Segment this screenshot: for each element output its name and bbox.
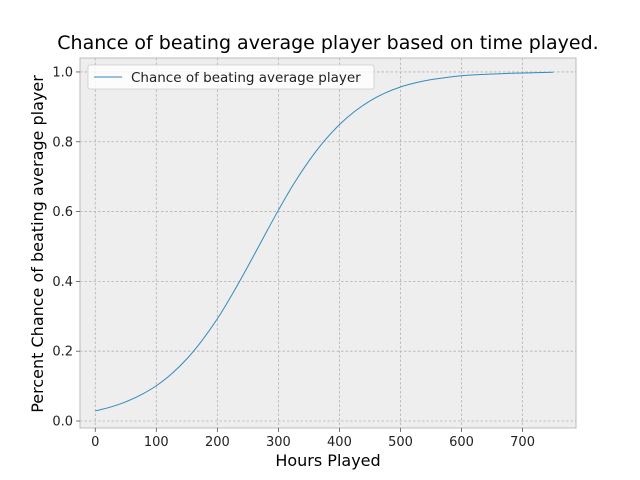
x-axis-label: Hours Played [275, 451, 380, 470]
y-tick-label: 0.8 [52, 135, 73, 150]
x-tick-label: 400 [327, 435, 352, 450]
x-tick-label: 100 [144, 435, 169, 450]
plot-area [80, 58, 576, 428]
series-layer [95, 71, 554, 412]
y-tick-label: 0.6 [52, 205, 73, 220]
series-line [95, 71, 554, 412]
y-axis-label: Percent Chance of beating average player [28, 75, 47, 413]
x-tick-label: 500 [388, 435, 413, 450]
x-tick-label: 0 [91, 435, 99, 450]
legend-label: Chance of beating average player [131, 70, 361, 86]
legend: Chance of beating average player [87, 64, 375, 90]
plot-frame [79, 57, 577, 429]
y-tick-label: 0.2 [52, 345, 73, 360]
legend-box [87, 64, 375, 90]
axis-ticks: 0 100 200 300 400 500 600 700 0.0 0.2 0.4 0.6 0.8 1.0 [52, 65, 535, 450]
x-tick-label: 600 [449, 435, 474, 450]
chart-title: Chance of beating average player based o… [57, 32, 598, 54]
y-tick-label: 1.0 [52, 65, 73, 80]
y-tick-label: 0.0 [52, 415, 73, 430]
x-tick-label: 300 [266, 435, 291, 450]
x-tick-label: 700 [510, 435, 535, 450]
y-tick-label: 0.4 [52, 275, 73, 290]
x-tick-label: 200 [205, 435, 230, 450]
